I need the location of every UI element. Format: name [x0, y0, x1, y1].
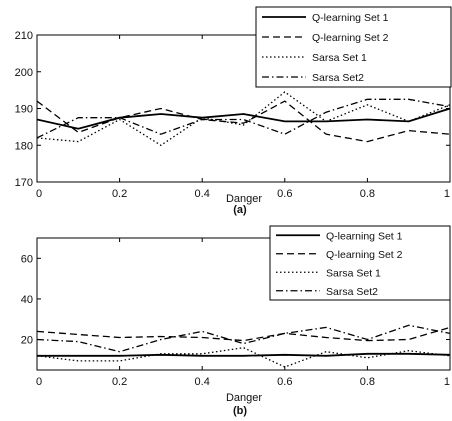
- x-tick-label: 0: [36, 376, 42, 388]
- y-tick-label: 180: [15, 140, 33, 152]
- x-tick-label: 1: [444, 188, 450, 200]
- x-tick-label: 0.4: [195, 188, 210, 200]
- y-tick-label: 40: [21, 294, 33, 306]
- x-tick-label: 0.8: [360, 188, 375, 200]
- series-line-sarsa-set-1: [37, 91, 450, 147]
- series-line-sarsa-set2: [37, 324, 450, 353]
- x-axis-label: Danger: [226, 392, 262, 404]
- x-tick-label: 1: [444, 376, 450, 388]
- x-tick-label: 0.6: [277, 188, 292, 200]
- legend-label: Sarsa Set2: [326, 286, 378, 298]
- x-tick-label: 0.8: [360, 376, 375, 388]
- x-tick-label: 0.2: [112, 376, 127, 388]
- x-tick-label: 0.4: [195, 376, 210, 388]
- y-tick-label: 190: [15, 104, 33, 116]
- legend-label: Q-learning Set 2: [326, 249, 403, 261]
- legend-label: Sarsa Set2: [312, 72, 364, 84]
- panel-label: (b): [233, 405, 247, 417]
- legend-box: [255, 6, 452, 88]
- series-line-q-learning-set-1: [37, 352, 450, 357]
- series-line-sarsa-set-1: [37, 347, 450, 368]
- series-line-q-learning-set-2: [37, 100, 450, 143]
- y-tick-label: 60: [21, 253, 33, 265]
- chart-panel-0: 0 0.2 0.4 0.6 0.8 1 170 180 190 200 210 Q-learning …: [15, 6, 452, 216]
- series-line-sarsa-set2: [37, 98, 450, 139]
- y-tick-label: 200: [15, 67, 33, 79]
- x-tick-label: 0.2: [112, 188, 127, 200]
- y-tick-label: 210: [15, 30, 33, 42]
- legend-label: Sarsa Set 1: [326, 267, 381, 279]
- axes-frame: [36, 237, 451, 371]
- legend-label: Sarsa Set 1: [312, 52, 367, 64]
- y-tick-label: 170: [15, 177, 33, 189]
- legend-label: Q-learning Set 1: [326, 230, 403, 242]
- legend: Q-learning Set 1 Q-learning Set 2 Sarsa Se…: [269, 225, 451, 301]
- series-line-q-learning-set-2: [37, 326, 450, 342]
- y-tick-label: 20: [21, 335, 33, 347]
- panel-label: (a): [233, 204, 247, 216]
- series-line-q-learning-set-1: [37, 107, 450, 130]
- legend: Q-learning Set 1 Q-learning Set 2 Sarsa Se…: [255, 6, 452, 88]
- x-tick-label: 0: [36, 188, 42, 200]
- legend-label: Q-learning Set 1: [312, 12, 389, 24]
- legend-box: [269, 225, 451, 301]
- x-tick-label: 0.6: [277, 376, 292, 388]
- x-axis-label: Danger: [226, 193, 262, 205]
- legend-label: Q-learning Set 2: [312, 32, 389, 44]
